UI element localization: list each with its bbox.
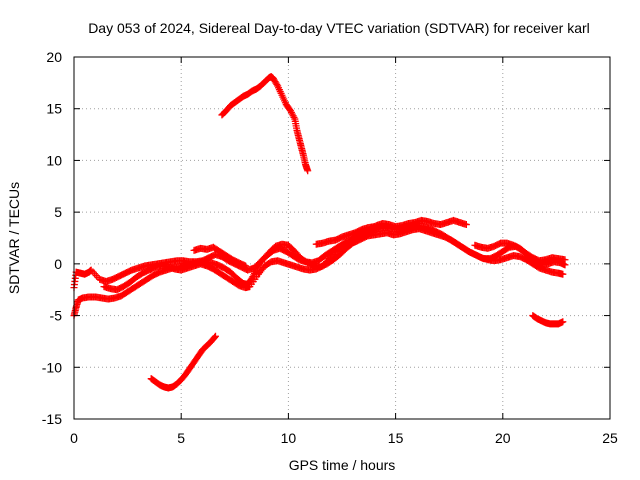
grid-layer bbox=[74, 57, 610, 419]
y-tick-label: 10 bbox=[46, 152, 62, 168]
data-point bbox=[370, 223, 378, 231]
data-point bbox=[290, 113, 298, 121]
chart-title: Day 053 of 2024, Sidereal Day-to-day VTE… bbox=[88, 20, 590, 36]
y-tick-label: -10 bbox=[42, 359, 62, 375]
data-point bbox=[561, 256, 569, 264]
data-point bbox=[559, 270, 567, 278]
y-tick-label: -15 bbox=[42, 411, 62, 427]
series-upper-arc bbox=[218, 73, 312, 175]
y-tick-label: -5 bbox=[50, 308, 63, 324]
x-tick-label: 15 bbox=[388, 430, 404, 446]
data-layer bbox=[70, 73, 569, 392]
series-right-tail bbox=[529, 312, 567, 328]
x-tick-label: 20 bbox=[495, 430, 511, 446]
series-main-band-d bbox=[190, 223, 569, 270]
y-tick-label: 15 bbox=[46, 101, 62, 117]
data-point bbox=[304, 167, 312, 175]
plot-frame bbox=[73, 56, 611, 420]
data-point bbox=[212, 332, 220, 340]
x-tick-label: 0 bbox=[70, 430, 78, 446]
y-tick-label: 5 bbox=[54, 204, 62, 220]
x-tick-label: 5 bbox=[177, 430, 185, 446]
x-tick-label: 10 bbox=[281, 430, 297, 446]
y-tick-label: 0 bbox=[54, 256, 62, 272]
data-point bbox=[211, 333, 219, 341]
data-point bbox=[242, 262, 250, 270]
series-lower-arc bbox=[147, 332, 220, 392]
data-point bbox=[462, 221, 470, 229]
y-tick-label: 20 bbox=[46, 49, 62, 65]
data-point bbox=[559, 318, 567, 326]
y-axis-label: SDTVAR / TECUs bbox=[6, 182, 22, 294]
x-tick-label: 25 bbox=[602, 430, 618, 446]
x-axis-label: GPS time / hours bbox=[289, 457, 396, 473]
tick-layer: 0 5 10 15 20 25 -15 -10 -5 0 5 10 15 20 bbox=[42, 49, 618, 446]
